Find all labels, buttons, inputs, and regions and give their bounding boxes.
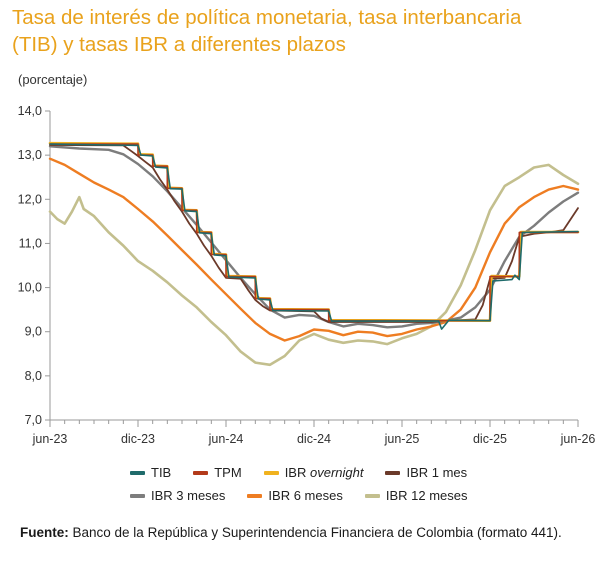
chart-title: Tasa de interés de política monetaria, t…: [12, 4, 602, 58]
y-tick-label: 10,0: [18, 281, 42, 295]
y-tick-label: 12,0: [18, 192, 42, 206]
y-axis-label: (porcentaje): [18, 72, 87, 87]
x-tick-label: jun-23: [32, 432, 68, 446]
series-line-tpm: [49, 143, 579, 322]
legend-item-ibr-3-meses: IBR 3 meses: [130, 488, 225, 503]
source-text: Banco de la República y Superintendencia…: [72, 525, 562, 540]
legend-swatch: [364, 493, 380, 498]
legend-label: IBR overnight: [284, 465, 364, 480]
legend-swatch: [130, 493, 145, 498]
x-tick-label: jun-24: [208, 432, 244, 446]
legend-label: IBR 3 meses: [151, 488, 226, 503]
legend-label: IBR 6 meses: [268, 488, 343, 503]
legend-item-ibr-overnight: IBR overnight: [263, 465, 364, 480]
y-tick-label: 11,0: [19, 236, 42, 250]
series-line-ibr-overnight: [48, 141, 580, 322]
legend-item-tib: TIB: [130, 465, 171, 480]
x-tick-label: dic-23: [121, 432, 155, 446]
y-tick-label: 14,0: [18, 104, 42, 118]
x-tick-label: jun-25: [384, 432, 420, 446]
series-line-tib: [49, 143, 579, 330]
source-note: Fuente: Banco de la República y Superint…: [20, 524, 600, 542]
title-line-1: Tasa de interés de política monetaria, t…: [12, 6, 522, 29]
title-line-2: (TIB) y tasas IBR a diferentes plazos: [12, 33, 346, 56]
y-tick-label: 8,0: [25, 369, 42, 383]
legend-item-ibr-6-meses: IBR 6 meses: [247, 488, 343, 503]
x-tick-label: jun-26: [560, 432, 596, 446]
legend-item-ibr-12-meses: IBR 12 meses: [364, 488, 468, 503]
series-line-ibr-12-meses: [48, 163, 580, 367]
legend-label: TPM: [214, 465, 242, 480]
x-tick-label: dic-24: [297, 432, 331, 446]
legend-label: TIB: [151, 465, 172, 480]
legend-swatch: [385, 470, 401, 475]
legend-swatch: [247, 493, 263, 498]
legend-swatch: [193, 470, 209, 475]
chart-svg: (porcentaje) 7,0 8,0 9,0 10,0 11,0 12,0 13,0 14…: [18, 72, 596, 446]
x-tick-label: dic-25: [473, 432, 507, 446]
legend-swatch: [130, 470, 145, 475]
source-label: Fuente:: [20, 525, 69, 540]
legend-row-2: IBR 3 meses IBR 6 meses IBR 12 meses: [130, 488, 490, 503]
legend-label: IBR 1 mes: [406, 465, 468, 480]
axes: 7,0 8,0 9,0 10,0 11,0 12,0 13,0 14,0 jun-23 dic-2…: [18, 104, 596, 446]
legend-label: IBR 12 meses: [385, 488, 468, 503]
legend-item-ibr-1-mes: IBR 1 mes: [385, 465, 467, 480]
series-line-ibr-1-mes: [49, 144, 579, 323]
y-tick-label: 9,0: [25, 325, 42, 339]
legend-swatch: [263, 470, 279, 475]
y-tick-label: 7,0: [25, 413, 42, 427]
y-tick-label: 13,0: [18, 148, 42, 162]
series-line-ibr-6-meses: [48, 157, 580, 342]
legend-row-1: TIB TPM IBR overnight IBR 1 mes: [130, 465, 489, 480]
series-group: [48, 141, 580, 367]
legend-item-tpm: TPM: [193, 465, 242, 480]
